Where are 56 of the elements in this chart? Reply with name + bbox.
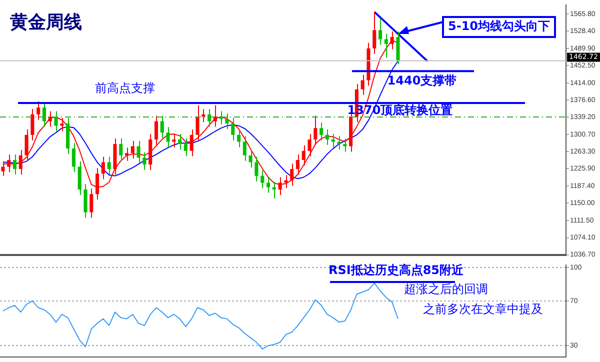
candlestick	[18, 149, 22, 176]
candlestick	[124, 147, 129, 162]
candlestick	[101, 156, 105, 180]
candlestick	[78, 160, 82, 196]
candlestick	[90, 188, 94, 218]
candlestick	[154, 115, 158, 146]
candlestick	[119, 138, 123, 162]
candlestick	[142, 152, 146, 170]
annotation: 之前多次在文章中提及	[423, 302, 543, 316]
candlestick	[237, 128, 241, 148]
candlestick	[130, 140, 134, 160]
candlestick	[248, 149, 252, 168]
candlestick	[48, 110, 52, 128]
candlestick	[178, 133, 182, 150]
candlestick	[378, 18, 382, 46]
candlestick	[54, 110, 58, 132]
ref-line-label: RSI抵达历史高点85附近	[328, 263, 465, 278]
candlestick	[190, 128, 194, 157]
annotation: 5-10均线勾头向下	[448, 19, 550, 34]
candlestick	[384, 33, 388, 58]
candlestick	[60, 118, 64, 132]
candlestick	[254, 156, 258, 182]
candlestick	[360, 74, 364, 96]
candlestick	[196, 104, 200, 141]
candlestick	[308, 133, 312, 157]
candlestick	[314, 115, 318, 146]
candlestick	[84, 184, 88, 218]
candlestick	[296, 154, 300, 176]
candlestick	[184, 138, 188, 157]
annotation: 超涨之后的回调	[404, 282, 488, 296]
candlestick	[260, 170, 264, 189]
candlestick	[242, 136, 246, 162]
candlestick	[30, 108, 34, 141]
candlestick	[320, 122, 324, 141]
candlestick	[136, 140, 140, 164]
candlestick	[343, 138, 347, 152]
candlestick	[231, 118, 235, 141]
candlestick	[302, 144, 306, 166]
candlestick	[12, 154, 17, 176]
candlestick	[396, 31, 400, 65]
candlestick	[36, 100, 40, 120]
candlestick	[72, 142, 76, 173]
candlestick	[166, 126, 170, 148]
candlestick	[24, 128, 28, 162]
candlestick	[160, 115, 164, 139]
chart-title: 黄金周线	[10, 11, 82, 34]
candlestick	[107, 156, 111, 176]
ref-line-label: 1440支撑带	[387, 73, 457, 88]
candlestick	[225, 112, 229, 130]
candlestick	[372, 11, 376, 54]
candlestick	[337, 136, 341, 150]
candlestick	[213, 104, 217, 128]
annotation: 前高点支撑	[95, 81, 155, 96]
candlestick	[325, 128, 329, 146]
candlestick	[7, 154, 11, 173]
candlestick	[266, 176, 270, 194]
